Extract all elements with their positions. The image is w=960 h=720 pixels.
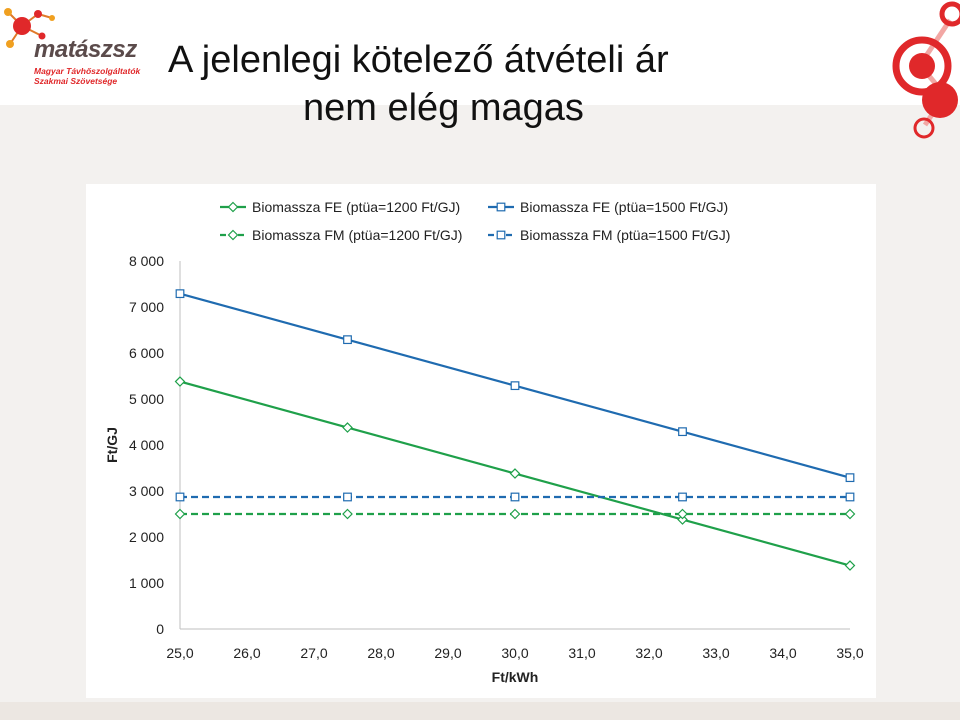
page-title: A jelenlegi kötelező átvételi ár nem elé… — [160, 36, 820, 132]
y-tick-label: 6 000 — [129, 345, 164, 361]
data-point-series-4 — [845, 492, 855, 502]
x-tick-label: 25,0 — [166, 645, 193, 661]
data-point-series-1 — [844, 560, 856, 571]
y-tick-label: 5 000 — [129, 391, 164, 407]
legend-label-2: Biomassza FE (ptüa=1500 Ft/GJ) — [520, 199, 728, 215]
data-point-series-2 — [343, 335, 352, 345]
x-tick-label: 27,0 — [300, 645, 327, 661]
x-axis-label: Ft/kWh — [492, 669, 539, 685]
page-title-line2: nem elég magas — [303, 87, 584, 129]
data-point-series-3 — [844, 508, 856, 520]
data-point-series-2 — [845, 473, 855, 483]
y-tick-label: 0 — [156, 621, 164, 637]
legend-label-4: Biomassza FM (ptüa=1500 Ft/GJ) — [520, 227, 730, 243]
y-tick-label: 1 000 — [129, 575, 164, 591]
data-point-series-4 — [175, 492, 185, 502]
legend-marker-2 — [496, 202, 506, 212]
page-title-line1: A jelenlegi kötelező átvételi ár — [168, 39, 669, 81]
y-tick-label: 3 000 — [129, 483, 164, 499]
x-tick-label: 33,0 — [702, 645, 729, 661]
y-tick-label: 8 000 — [129, 253, 164, 269]
data-point-series-2 — [678, 427, 687, 437]
x-tick-label: 32,0 — [635, 645, 662, 661]
bottom-strip — [0, 702, 960, 720]
legend-label-3: Biomassza FM (ptüa=1200 Ft/GJ) — [252, 227, 462, 243]
x-tick-label: 28,0 — [367, 645, 394, 661]
logo: matászsz Magyar Távhőszolgáltatók Szakma… — [0, 0, 160, 100]
data-point-series-3 — [174, 508, 186, 520]
y-tick-label: 4 000 — [129, 437, 164, 453]
x-tick-label: 26,0 — [233, 645, 260, 661]
data-point-series-4 — [343, 492, 352, 502]
data-point-series-1 — [509, 468, 521, 479]
data-point-series-2 — [510, 381, 520, 391]
data-point-series-4 — [678, 492, 687, 502]
decorative-molecule-icon — [890, 0, 960, 160]
y-axis-label: Ft/GJ — [104, 427, 120, 463]
logo-subtitle: Magyar Távhőszolgáltatók Szakmai Szövets… — [34, 66, 164, 86]
legend-label-1: Biomassza FE (ptüa=1200 Ft/GJ) — [252, 199, 460, 215]
y-tick-label: 7 000 — [129, 299, 164, 315]
x-tick-label: 35,0 — [836, 645, 863, 661]
data-point-series-1 — [174, 376, 186, 387]
x-tick-label: 29,0 — [434, 645, 461, 661]
x-tick-label: 34,0 — [769, 645, 796, 661]
molecule-icon — [4, 8, 55, 48]
data-point-series-1 — [677, 514, 688, 525]
chart-panel — [86, 184, 876, 698]
data-point-series-2 — [175, 289, 185, 299]
data-point-series-1 — [342, 422, 353, 433]
legend-marker-4 — [496, 230, 506, 240]
y-tick-label: 2 000 — [129, 529, 164, 545]
logo-subtitle-line1: Magyar Távhőszolgáltatók — [34, 66, 141, 76]
logo-name: matászsz — [34, 36, 137, 63]
logo-subtitle-line2: Szakmai Szövetsége — [34, 76, 118, 86]
data-point-series-3 — [342, 508, 353, 520]
legend-marker-3 — [227, 229, 239, 241]
data-point-series-3 — [509, 508, 521, 520]
legend-marker-1 — [227, 201, 239, 213]
x-tick-label: 31,0 — [568, 645, 595, 661]
data-point-series-4 — [510, 492, 520, 502]
data-point-series-3 — [677, 508, 688, 520]
x-tick-label: 30,0 — [501, 645, 528, 661]
